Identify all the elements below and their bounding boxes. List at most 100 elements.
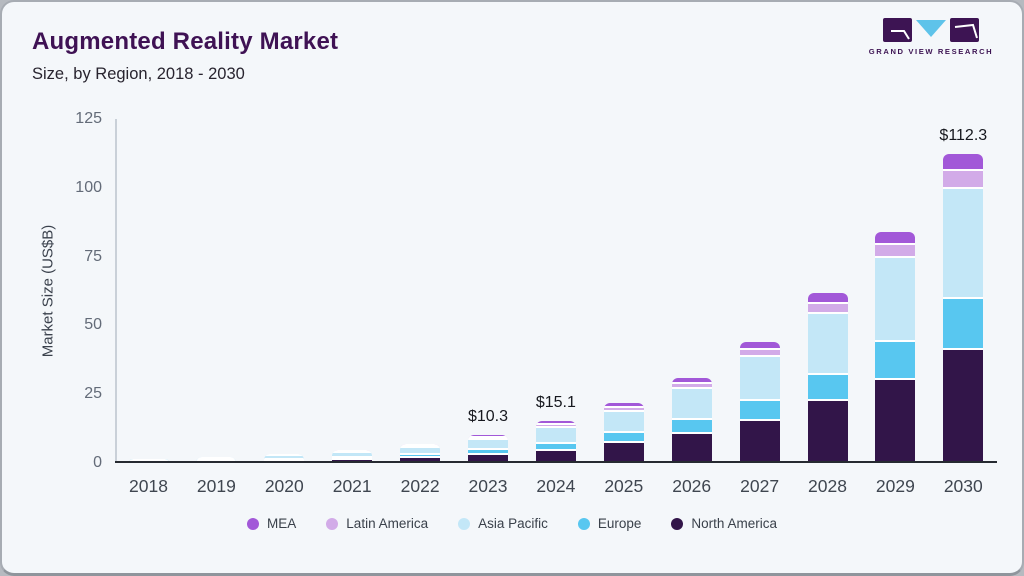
bar-segment-north-america-2030 — [943, 347, 984, 463]
bar-segment-asia-pacific-2029 — [875, 255, 916, 341]
bar-segment-latin-america-2022 — [400, 443, 441, 446]
value-label-2024: $15.1 — [535, 394, 576, 412]
bar-segment-mea-2028 — [807, 292, 848, 302]
bar-segment-europe-2024 — [535, 442, 576, 450]
y-tick-50: 50 — [84, 316, 102, 334]
x-tick-2021: 2021 — [332, 476, 372, 496]
y-tick-125: 125 — [75, 110, 102, 127]
bar-2024 — [535, 421, 576, 463]
bar-segment-north-america-2028 — [807, 399, 848, 463]
bar-segment-latin-america-2027 — [739, 347, 780, 355]
x-tick-2025: 2025 — [604, 476, 644, 496]
x-tick-2028: 2028 — [808, 476, 847, 496]
bar-segment-asia-pacific-2028 — [807, 311, 848, 374]
y-tick-75: 75 — [84, 247, 102, 265]
x-tick-2027: 2027 — [740, 476, 780, 496]
bar-segment-latin-america-2021 — [332, 449, 373, 452]
bar-segment-mea-2023 — [468, 434, 508, 436]
bar-segment-asia-pacific-2022 — [400, 445, 441, 453]
bar-segment-latin-america-2024 — [535, 423, 576, 426]
bar-segment-asia-pacific-2019 — [196, 456, 237, 459]
bar-segment-asia-pacific-2023 — [468, 437, 508, 449]
legend-item-asia-pacific: Asia Pacific — [458, 516, 548, 531]
legend-label-latin-america: Latin America — [346, 516, 429, 531]
legend-dot-asia-pacific — [458, 517, 471, 530]
bar-2029 — [875, 232, 916, 463]
bar-segment-north-america-2022 — [400, 455, 441, 463]
legend-dot-europe — [577, 517, 590, 530]
page-subtitle: Size, by Region, 2018 - 2030 — [32, 65, 245, 83]
y-tick-100: 100 — [75, 178, 102, 196]
x-tick-2019: 2019 — [196, 476, 236, 496]
bar-segment-mea-2030 — [943, 153, 984, 169]
legend-item-mea: MEA — [247, 516, 296, 531]
bar-segment-asia-pacific-2025 — [603, 409, 644, 432]
x-tick-2022: 2022 — [400, 476, 440, 496]
page-title: Augmented Reality Market — [32, 28, 339, 55]
x-tick-2026: 2026 — [672, 476, 712, 496]
bar-segment-north-america-2023 — [468, 452, 508, 463]
bar-segment-mea-2029 — [875, 232, 916, 244]
legend-label-north-america: North America — [691, 516, 777, 531]
bar-segment-latin-america-2025 — [603, 406, 644, 410]
bar-segment-europe-2026 — [671, 418, 712, 432]
legend-dot-mea — [247, 517, 260, 530]
bar-segment-latin-america-2023 — [468, 435, 508, 438]
bar-segment-europe-2021 — [332, 456, 373, 459]
legend-item-latin-america: Latin America — [326, 516, 428, 531]
bar-segment-mea-2026 — [671, 377, 712, 383]
chart-legend: MEA Latin America Asia Pacific Europe North … — [2, 516, 1022, 531]
bar-segment-asia-pacific-2021 — [332, 451, 373, 456]
bar-segment-north-america-2024 — [535, 449, 576, 463]
legend-label-mea: MEA — [267, 516, 297, 531]
x-tick-2030: 2030 — [943, 476, 983, 496]
plot-area: $10.3 $15.1 $112.3 — [115, 119, 995, 463]
x-tick-2018: 2018 — [129, 476, 168, 496]
bar-segment-latin-america-2020 — [264, 453, 305, 455]
bar-segment-europe-2027 — [739, 398, 780, 419]
logo-text: GRAND VIEW RESEARCH — [868, 47, 994, 56]
bar-2027 — [739, 341, 780, 463]
bar-segment-europe-2023 — [468, 448, 508, 453]
bar-segment-asia-pacific-2030 — [943, 187, 984, 297]
bar-segment-europe-2018 — [128, 459, 169, 461]
bar-segment-europe-2019 — [196, 458, 237, 461]
bar-2023 — [468, 434, 508, 463]
legend-dot-north-america — [671, 517, 684, 530]
x-tick-2023: 2023 — [468, 476, 508, 496]
grand-view-research-logo: GRAND VIEW RESEARCH — [869, 18, 992, 56]
bar-2025 — [603, 403, 644, 463]
value-label-2030: $112.3 — [939, 126, 988, 144]
bar-segment-north-america-2027 — [739, 418, 780, 463]
x-tick-2024: 2024 — [536, 476, 576, 496]
bar-segment-north-america-2029 — [875, 377, 916, 463]
bar-segment-north-america-2021 — [332, 458, 373, 463]
bar-segment-europe-2030 — [943, 296, 984, 348]
bar-segment-latin-america-2028 — [807, 301, 848, 312]
y-axis-line — [115, 119, 117, 463]
bar-2030 — [943, 153, 984, 463]
bar-2022 — [400, 443, 441, 463]
bar-segment-north-america-2026 — [671, 431, 712, 463]
bar-segment-latin-america-2029 — [875, 243, 916, 256]
bar-segment-latin-america-2030 — [943, 168, 984, 187]
bar-segment-asia-pacific-2024 — [535, 425, 576, 443]
bar-segment-asia-pacific-2026 — [671, 387, 712, 419]
legend-label-europe: Europe — [597, 516, 642, 531]
bar-segment-mea-2027 — [739, 341, 780, 348]
bar-segment-asia-pacific-2020 — [264, 454, 305, 458]
y-tick-25: 25 — [84, 385, 102, 403]
x-axis-line — [115, 461, 997, 463]
legend-label-asia-pacific: Asia Pacific — [478, 516, 548, 531]
gvr-logo-icon — [883, 18, 979, 42]
x-tick-2020: 2020 — [264, 476, 304, 496]
legend-dot-latin-america — [326, 517, 339, 530]
bar-segment-mea-2024 — [535, 421, 576, 424]
bar-2028 — [807, 292, 848, 463]
bar-2026 — [671, 377, 712, 463]
bar-segment-europe-2022 — [400, 452, 441, 456]
bar-segment-north-america-2025 — [603, 441, 644, 463]
legend-item-europe: Europe — [577, 516, 642, 531]
bar-segment-europe-2029 — [875, 340, 916, 378]
